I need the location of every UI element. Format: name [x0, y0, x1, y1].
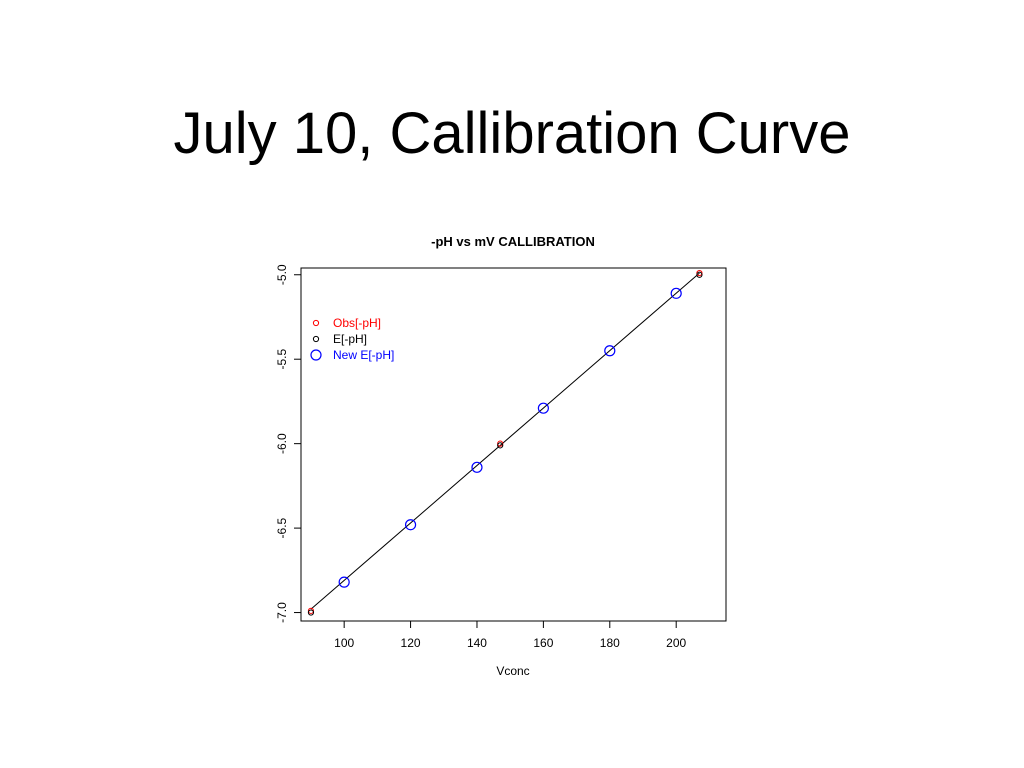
data-point-series-2 [338, 576, 350, 588]
y-tick-label: -6.0 [275, 433, 289, 454]
x-tick-label: 160 [533, 636, 553, 650]
x-tick-label: 180 [600, 636, 620, 650]
data-point-series-0 [696, 269, 703, 277]
data-point-series-1 [497, 442, 504, 449]
y-tick-label: -5.0 [275, 264, 289, 285]
x-tick-label: 200 [666, 636, 686, 650]
legend: Obs[-pH] E[-pH] New E[-pH] [310, 316, 394, 362]
data-point-series-2 [471, 461, 483, 473]
fit-line [310, 272, 700, 610]
x-tick-label: 120 [401, 636, 421, 650]
x-tick-label: 100 [334, 636, 354, 650]
legend-label: Obs[-pH] [333, 316, 381, 330]
data-points [307, 269, 703, 616]
slide-title: July 10, Callibration Curve [173, 101, 851, 166]
plot-frame [300, 267, 727, 622]
legend-marker [312, 335, 320, 343]
fit-line-group [310, 272, 700, 610]
data-point-series-2 [537, 402, 549, 414]
y-tick-label: -5.5 [275, 349, 289, 370]
data-point-series-2 [404, 519, 417, 531]
legend-marker [312, 319, 320, 327]
y-axis: -7.0 -6.5 -6.0 -5.5 -5.0 [275, 264, 301, 623]
data-point-series-0 [497, 440, 504, 447]
data-point-series-0 [307, 607, 315, 614]
x-tick-label: 140 [467, 636, 487, 650]
chart-title: -pH vs mV CALLIBRATION [431, 234, 595, 249]
legend-marker [310, 349, 322, 361]
data-point-series-2 [604, 345, 616, 357]
y-tick-label: -6.5 [275, 517, 289, 538]
legend-label: New E[-pH] [333, 348, 394, 362]
legend-label: E[-pH] [333, 332, 367, 346]
data-point-series-1 [696, 271, 703, 278]
data-point-series-1 [307, 609, 315, 616]
y-tick-label: -7.0 [275, 602, 289, 623]
data-point-series-2 [670, 287, 682, 299]
x-axis: 100 120 140 160 180 200 [334, 621, 687, 650]
x-axis-label: Vconc [496, 664, 529, 678]
